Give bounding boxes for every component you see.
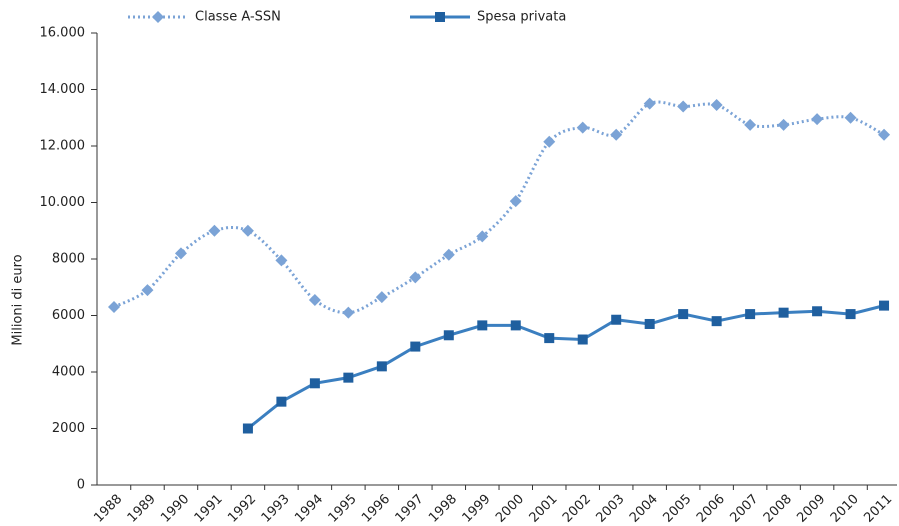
data-point (510, 320, 521, 331)
data-point (476, 230, 489, 243)
x-tick-label: 1996 (359, 492, 393, 526)
x-tick-label: 1992 (225, 492, 259, 526)
data-point (343, 372, 354, 383)
data-point (610, 128, 623, 141)
data-point (242, 423, 253, 434)
x-tick-label: 2004 (627, 492, 661, 526)
x-tick-label: 1989 (125, 492, 159, 526)
x-tick-label: 2009 (794, 492, 828, 526)
data-point (677, 100, 690, 113)
data-point (308, 293, 321, 306)
x-tick-label: 2005 (660, 492, 694, 526)
x-tick-label: 1991 (192, 492, 226, 526)
x-tick-label: 1990 (158, 492, 192, 526)
data-point (376, 361, 387, 372)
data-point (544, 333, 555, 344)
data-point (375, 291, 388, 304)
x-tick-label: 1988 (91, 492, 125, 526)
x-tick-label: 2011 (861, 492, 895, 526)
data-point (811, 113, 824, 126)
data-point (442, 248, 455, 261)
x-tick-label: 2003 (593, 492, 627, 526)
y-tick-label: 4000 (52, 365, 85, 380)
data-point (543, 135, 556, 148)
data-point (710, 99, 723, 112)
data-point (711, 316, 722, 327)
data-point (844, 111, 857, 124)
series-line (113, 100, 885, 315)
data-point (576, 121, 589, 134)
data-point (643, 97, 656, 110)
y-tick-label: 8000 (52, 252, 85, 267)
x-tick-label: 1999 (460, 492, 494, 526)
legend-marker (435, 12, 445, 22)
data-point (509, 195, 522, 208)
data-point (745, 309, 756, 320)
x-tick-label: 1995 (326, 492, 360, 526)
data-point (477, 320, 488, 331)
data-point (577, 334, 588, 345)
data-point (108, 301, 120, 314)
data-point (276, 396, 287, 407)
legend-label: Spesa privata (477, 10, 566, 25)
data-point (309, 378, 320, 389)
y-tick-label: 6000 (52, 308, 85, 323)
data-point (208, 224, 221, 237)
x-tick-label: 2002 (560, 492, 594, 526)
y-tick-label: 12.000 (40, 139, 86, 154)
data-point (778, 307, 789, 318)
x-tick-label: 2006 (694, 492, 728, 526)
data-point (443, 330, 454, 341)
data-point (878, 128, 891, 141)
x-tick-label: 2000 (493, 492, 527, 526)
data-point (275, 254, 288, 267)
data-point (777, 118, 790, 131)
legend-marker (152, 11, 164, 23)
x-tick-label: 2001 (527, 492, 561, 526)
x-tick-label: 2010 (828, 492, 862, 526)
data-point (141, 284, 154, 297)
data-point (409, 271, 422, 284)
x-tick-label: 2007 (727, 492, 761, 526)
data-point (174, 247, 187, 260)
data-point (744, 118, 757, 131)
data-point (241, 224, 254, 237)
series-line (246, 304, 885, 430)
x-tick-label: 1997 (393, 492, 427, 526)
data-point (611, 314, 622, 325)
data-point (879, 300, 890, 311)
x-tick-label: 1998 (426, 492, 460, 526)
y-tick-label: 10.000 (40, 195, 86, 210)
data-point (845, 309, 856, 320)
y-tick-label: 14.000 (40, 82, 86, 97)
data-point (342, 306, 355, 319)
x-tick-label: 1993 (259, 492, 293, 526)
data-point (410, 341, 421, 352)
y-axis-label: Milioni di euro (11, 254, 26, 345)
y-tick-label: 16.000 (40, 26, 86, 41)
x-tick-label: 2008 (761, 492, 795, 526)
data-point (812, 306, 823, 317)
y-tick-label: 0 (77, 478, 85, 493)
data-point (678, 309, 689, 320)
x-tick-label: 1994 (292, 492, 326, 526)
data-point (644, 318, 655, 329)
legend-label: Classe A-SSN (195, 10, 281, 25)
y-tick-label: 2000 (52, 421, 85, 436)
